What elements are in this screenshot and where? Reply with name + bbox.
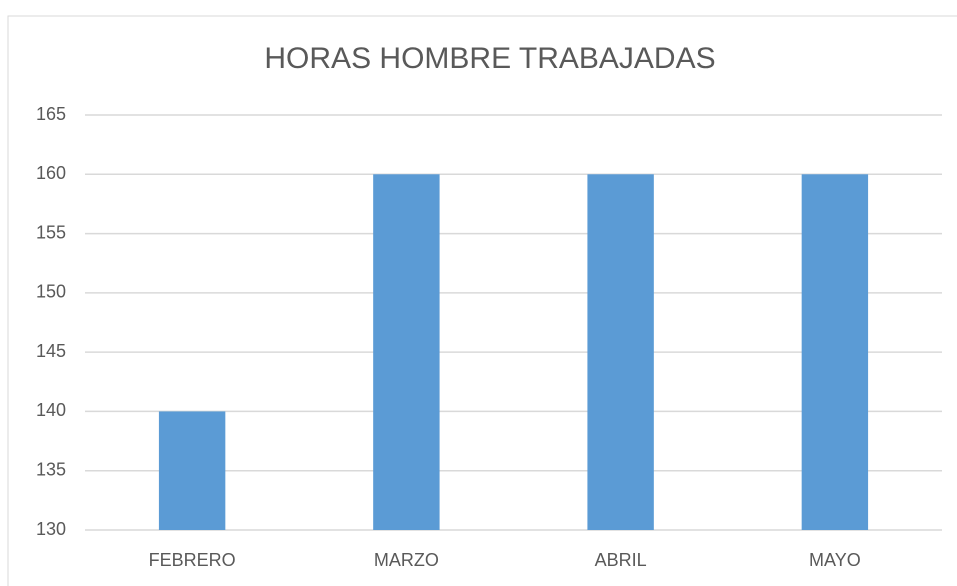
chart-title: HORAS HOMBRE TRABAJADAS xyxy=(264,42,715,75)
y-tick-label: 135 xyxy=(36,459,66,479)
y-tick-label: 165 xyxy=(36,104,66,124)
bar xyxy=(373,174,440,531)
x-tick-label: ABRIL xyxy=(595,550,647,570)
bar xyxy=(587,174,654,531)
x-tick-label: FEBRERO xyxy=(149,550,236,570)
x-tick-label: MARZO xyxy=(374,550,439,570)
x-tick-label: MAYO xyxy=(809,550,861,570)
bar xyxy=(158,411,226,530)
y-tick-label: 150 xyxy=(36,282,66,302)
y-tick-label: 155 xyxy=(36,222,66,242)
y-tick-label: 145 xyxy=(36,341,66,361)
y-tick-label: 130 xyxy=(36,519,66,539)
bar xyxy=(801,174,869,531)
y-tick-label: 160 xyxy=(36,163,66,183)
y-tick-label: 140 xyxy=(36,400,66,420)
